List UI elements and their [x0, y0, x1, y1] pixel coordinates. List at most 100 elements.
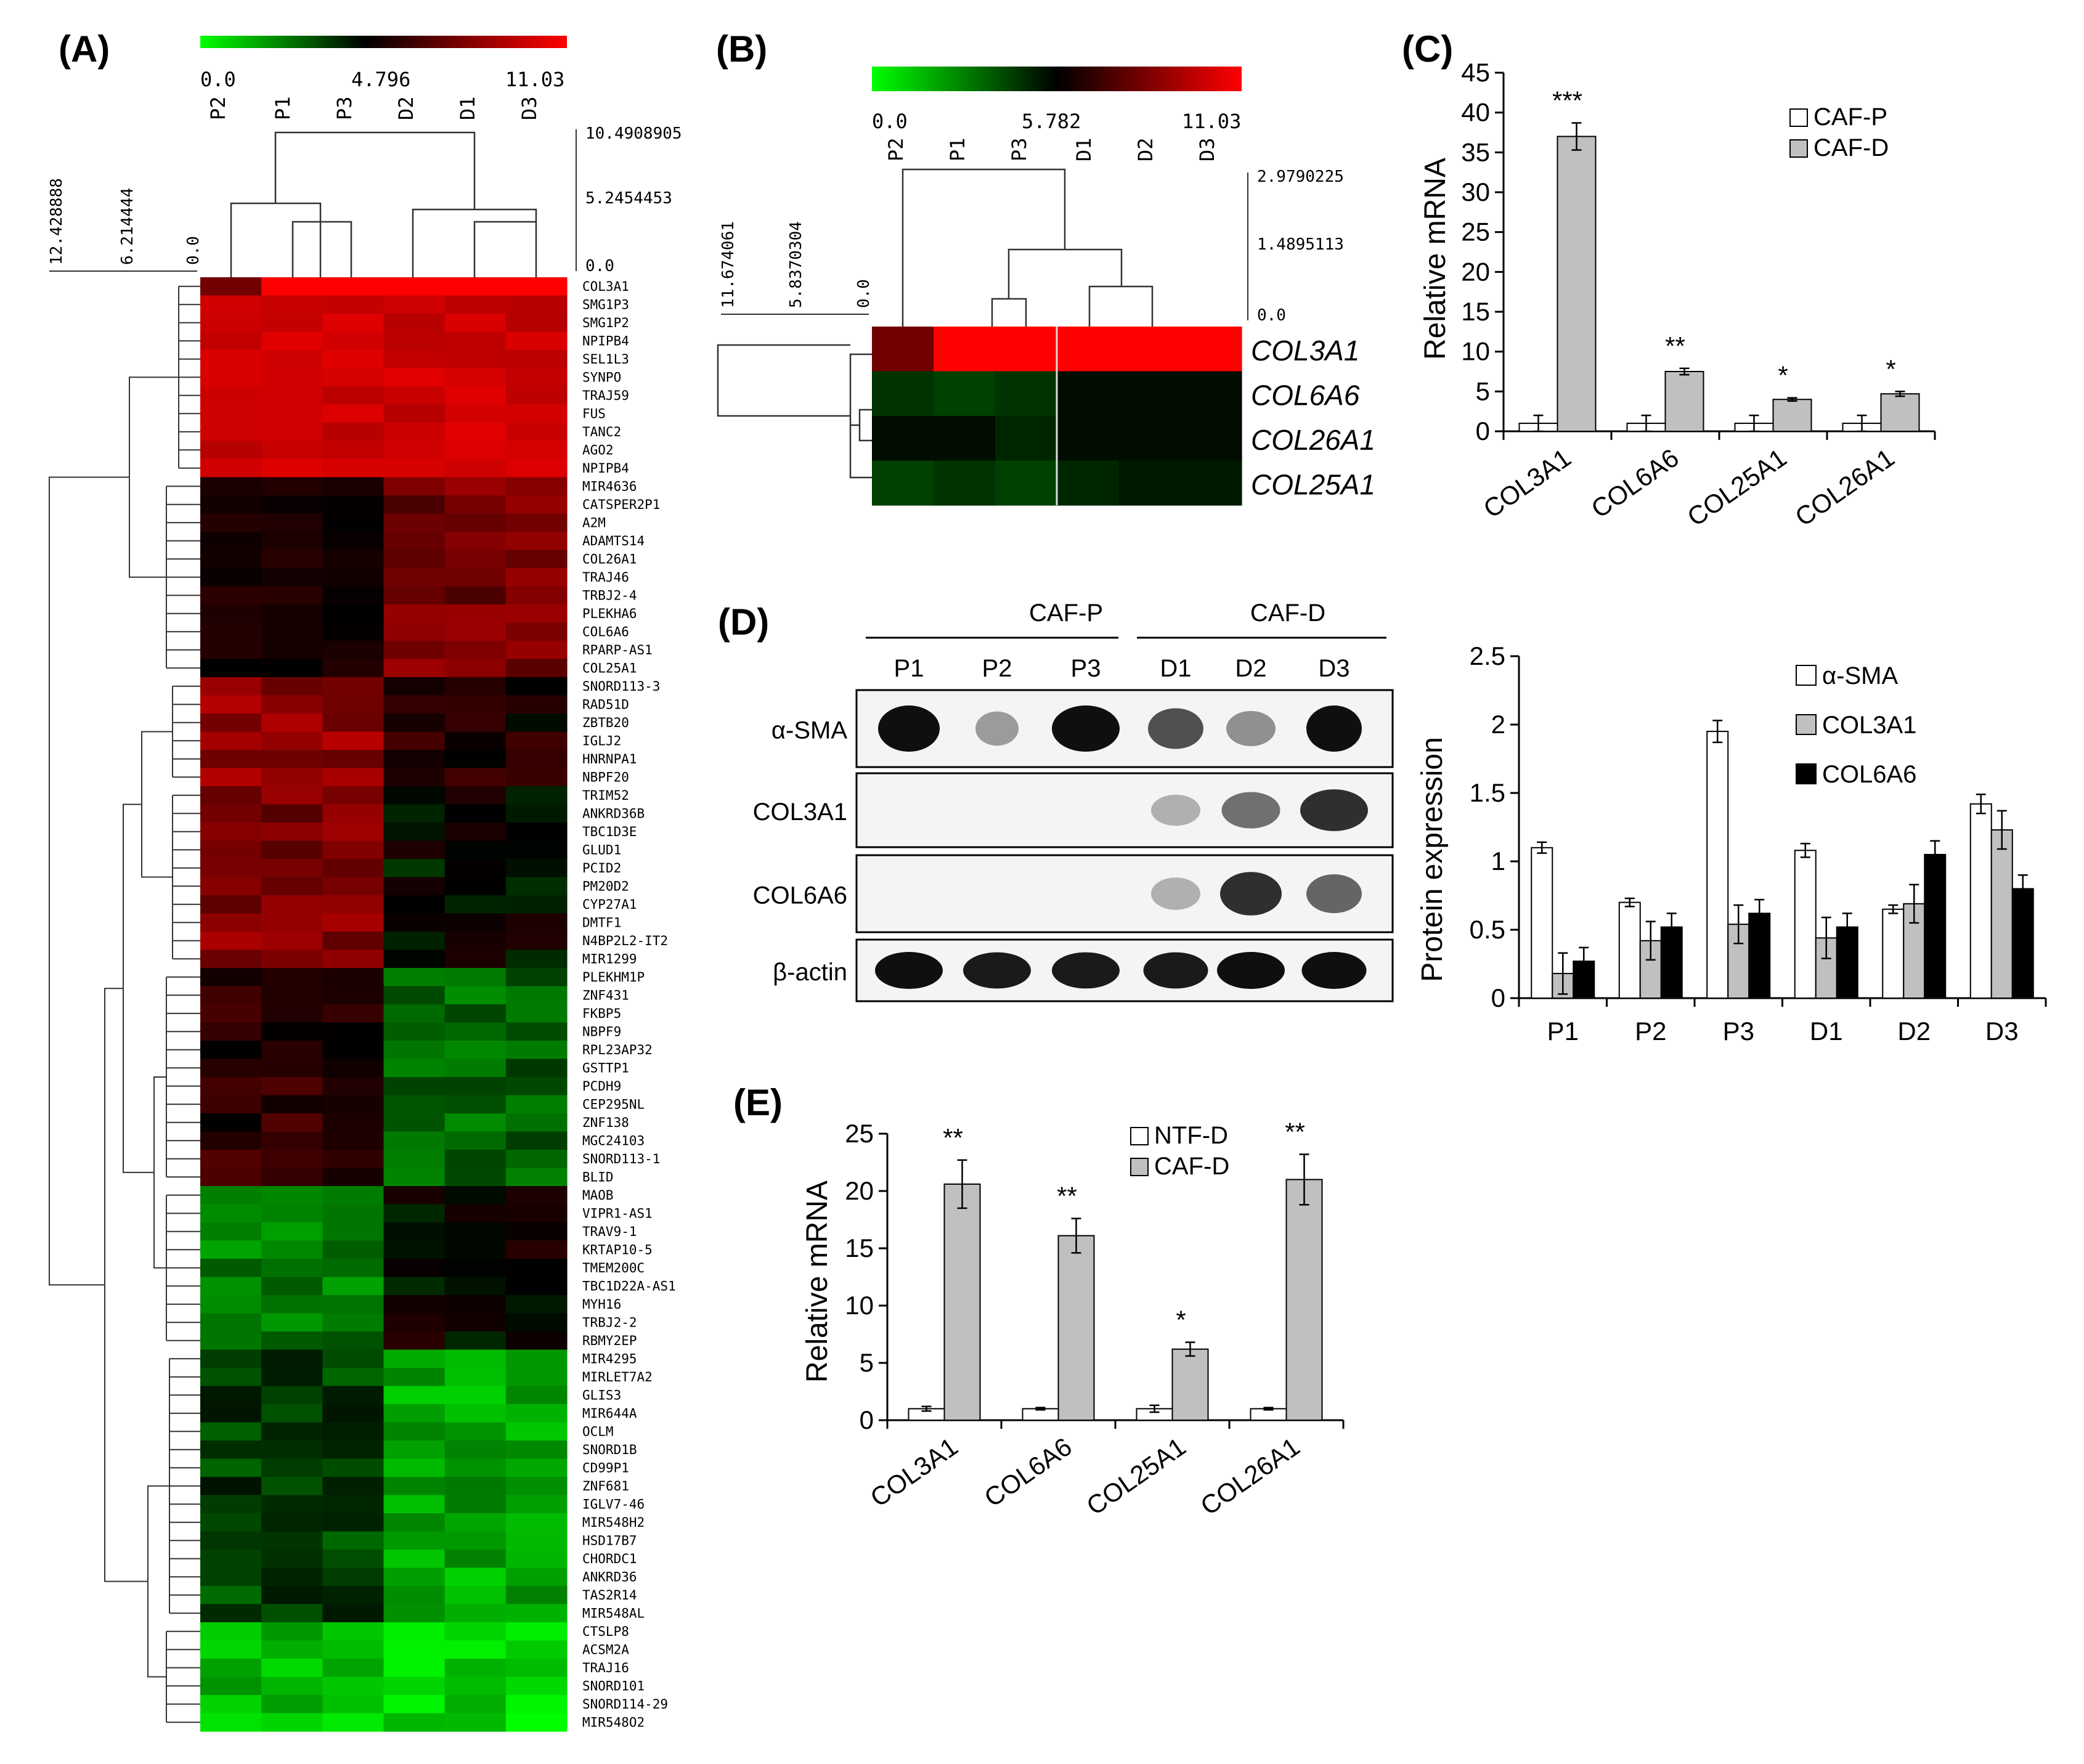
heatmap-cell: [383, 277, 446, 296]
heatmap-cell: [261, 1695, 323, 1714]
heatmap-cell: [383, 513, 446, 532]
heatmap-cell: [200, 786, 262, 805]
heatmap-cell: [261, 1222, 323, 1242]
heatmap-cell: [444, 1041, 507, 1060]
panel-b-col-scale-top: 2.9790225: [1257, 168, 1344, 186]
heatmap-cell: [322, 1331, 385, 1351]
heatmap-cell: [505, 932, 568, 951]
panel-b-gene-COL3A1: COL3A1: [1251, 335, 1359, 367]
dendro-link: [274, 131, 476, 209]
heatmap-cell: [383, 1077, 446, 1096]
gene-label: KRTAP10-5: [582, 1243, 653, 1258]
heatmap-cell: [322, 1222, 385, 1242]
gene-label: MIR1299: [582, 952, 637, 967]
heatmap-cell: [322, 1313, 385, 1332]
heatmap-cell: [200, 804, 262, 823]
panel-a-sample-P2: P2: [206, 96, 230, 120]
heatmap-cell: [322, 1186, 385, 1205]
heatmap-cell: [322, 423, 385, 442]
panel-b-color-scale: [872, 67, 1242, 91]
heatmap-cell: [444, 1659, 507, 1678]
heatmap-cell: [505, 713, 568, 733]
panel-a-row-dendro-scale: 12.428888 6.214444 0.0: [47, 178, 203, 272]
heatmap-cell: [444, 859, 507, 878]
panel-a-col-dendro-scale: 10.4908905 5.2454453 0.0: [576, 124, 682, 275]
heatmap-cell: [1057, 460, 1119, 506]
heatmap-cell: [505, 1059, 568, 1078]
heatmap-cell: [505, 386, 568, 405]
heatmap-cell: [261, 932, 323, 951]
heatmap-cell: [322, 1077, 385, 1096]
gene-label: COL26A1: [582, 552, 637, 567]
heatmap-cell: [444, 895, 507, 914]
heatmap-cell: [200, 513, 262, 532]
gene-label: TMEM200C: [582, 1261, 645, 1275]
heatmap-cell: [505, 677, 568, 696]
heatmap-cell: [444, 1695, 507, 1714]
heatmap-cell: [383, 1186, 446, 1205]
panel-d-chart: 0 0.5 1 1.5 2 2.5 P1 P2 P3 D1 D2 D3 α-SMA COL3A1 COL6A…: [1470, 641, 2047, 1046]
heatmap-cell: [261, 1095, 323, 1114]
gene-label: PM20D2: [582, 879, 629, 894]
panel-b-row-dendrogram: [717, 344, 872, 479]
panel-a-column-dendrogram: [230, 131, 537, 277]
heatmap-cell: [444, 568, 507, 587]
heatmap-cell: [322, 859, 385, 878]
heatmap-cell: [872, 460, 934, 506]
heatmap-cell: [444, 1422, 507, 1441]
heatmap-cell: [505, 495, 568, 514]
bar-COL3A1-D3: [1990, 829, 2013, 999]
heatmap-cell: [261, 804, 323, 823]
heatmap-cell: [444, 1004, 507, 1023]
heatmap-cell: [383, 1713, 446, 1732]
heatmap-cell: [444, 386, 507, 405]
heatmap-cell: [444, 1441, 507, 1460]
panel-e-label: (E): [733, 1082, 783, 1123]
gene-label: CATSPER2P1: [582, 497, 660, 512]
gene-label: FUS: [582, 407, 606, 421]
heatmap-cell: [383, 568, 446, 587]
heatmap-cell: [383, 932, 446, 951]
gene-label: AGO2: [582, 443, 614, 458]
panel-c: (C) Relative mRNA 051015202530354045***C…: [1402, 28, 1936, 532]
gene-label: TANC2: [582, 425, 621, 439]
panel-d-ylabel: Protein expression: [1416, 737, 1449, 982]
heatmap-cell: [261, 1586, 323, 1605]
heatmap-cell: [505, 1441, 568, 1460]
heatmap-cell: [383, 550, 446, 569]
dendro-link: [473, 221, 536, 277]
heatmap-cell: [505, 1077, 568, 1096]
heatmap-cell: [505, 1368, 568, 1387]
heatmap-cell: [200, 1150, 262, 1169]
heatmap-cell: [444, 1531, 507, 1550]
heatmap-cell: [322, 823, 385, 842]
gene-label: HNRNPA1: [582, 752, 637, 766]
x-tick-label-COL6A6: COL6A6: [1586, 443, 1684, 524]
heatmap-cell: [505, 1567, 568, 1587]
heatmap-cell: [261, 314, 323, 333]
gene-label: SNORD101: [582, 1679, 645, 1694]
heatmap-cell: [261, 1277, 323, 1296]
panel-b-gene-COL26A1: COL26A1: [1251, 424, 1375, 456]
heatmap-cell: [505, 331, 568, 351]
gene-label: TRBJ2-2: [582, 1315, 637, 1330]
heatmap-cell: [322, 659, 385, 678]
heatmap-cell: [200, 1567, 262, 1587]
x-tick-label-COL26A1: COL26A1: [1195, 1432, 1305, 1521]
heatmap-cell: [322, 1477, 385, 1496]
dendro-link: [129, 376, 179, 578]
heatmap-cell: [505, 314, 568, 333]
gene-label: ZNF681: [582, 1479, 629, 1494]
heatmap-cell: [505, 513, 568, 532]
heatmap-cell: [261, 1713, 323, 1732]
heatmap-cell: [505, 550, 568, 569]
gene-label: HSD17B7: [582, 1534, 637, 1548]
gene-label: CHORDC1: [582, 1551, 637, 1566]
heatmap-cell: [383, 1677, 446, 1696]
heatmap-cell: [444, 823, 507, 842]
heatmap-cell: [505, 1259, 568, 1278]
heatmap-cell: [200, 459, 262, 478]
heatmap-cell: [505, 1622, 568, 1641]
blot-band: [1052, 705, 1120, 752]
heatmap-cell: [261, 859, 323, 878]
